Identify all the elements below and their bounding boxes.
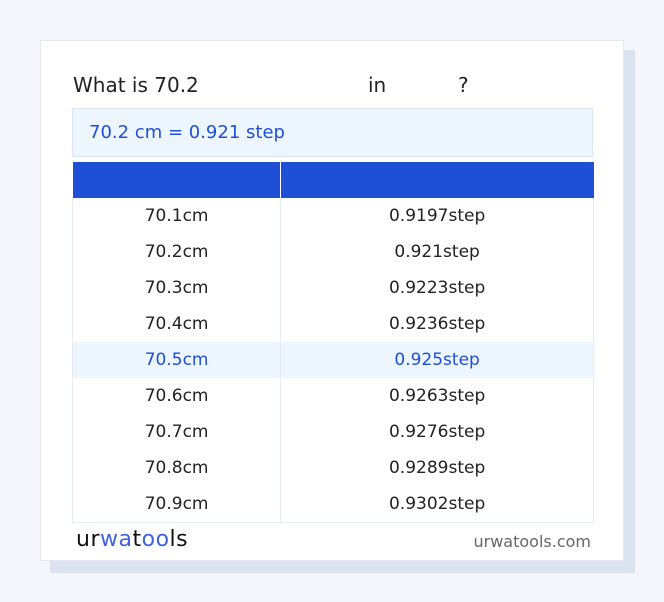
cm-value: 70.4cm — [71, 306, 282, 342]
table-row: 70.5cm 0.925step — [71, 342, 594, 378]
cm-value: 70.5cm — [71, 342, 282, 378]
step-value: 0.9289step — [280, 450, 594, 486]
step-value: 0.921step — [280, 234, 594, 270]
conversion-result: 70.2 cm = 0.921 step — [72, 108, 593, 157]
cm-value: 70.2cm — [71, 234, 282, 270]
conversion-table: 70.1cm 0.9197step 70.2cm 0.921step 70.3cm 0.9… — [71, 162, 594, 523]
cm-value: 70.9cm — [71, 486, 282, 523]
cm-value: 70.6cm — [71, 378, 282, 414]
table-row: 70.9cm 0.9302step — [71, 486, 594, 523]
cm-value: 70.8cm — [71, 450, 282, 486]
step-value: 0.9263step — [280, 378, 594, 414]
table-row: 70.7cm 0.9276step — [71, 414, 594, 450]
step-value: 0.9223step — [280, 270, 594, 306]
step-value: 0.9197step — [280, 198, 594, 234]
title-prefix: What is 70.2 — [73, 73, 199, 97]
step-value: 0.9236step — [280, 306, 594, 342]
step-value: 0.9276step — [280, 414, 594, 450]
cm-value: 70.3cm — [71, 270, 282, 306]
table-row: 70.8cm 0.9289step — [71, 450, 594, 486]
step-value: 0.9302step — [280, 486, 594, 523]
header-cm — [72, 162, 281, 198]
table-row: 70.2cm 0.921step — [71, 234, 594, 270]
site-url: urwatools.com — [473, 532, 592, 551]
table-row: 70.1cm 0.9197step — [71, 198, 594, 234]
conversion-card: What is 70.2 in ? 70.2 cm = 0.921 step 7… — [40, 40, 624, 561]
cm-value: 70.1cm — [71, 198, 282, 234]
title-question: ? — [458, 73, 469, 97]
urwatools-logo: urwatools — [76, 527, 189, 552]
step-value: 0.925step — [280, 342, 594, 378]
title-in: in — [368, 73, 387, 97]
cm-value: 70.7cm — [71, 414, 282, 450]
table-row: 70.6cm 0.9263step — [71, 378, 594, 414]
table-row: 70.3cm 0.9223step — [71, 270, 594, 306]
header-step — [280, 162, 594, 198]
page-title: What is 70.2 in ? — [73, 73, 469, 193]
table-row: 70.4cm 0.9236step — [71, 306, 594, 342]
